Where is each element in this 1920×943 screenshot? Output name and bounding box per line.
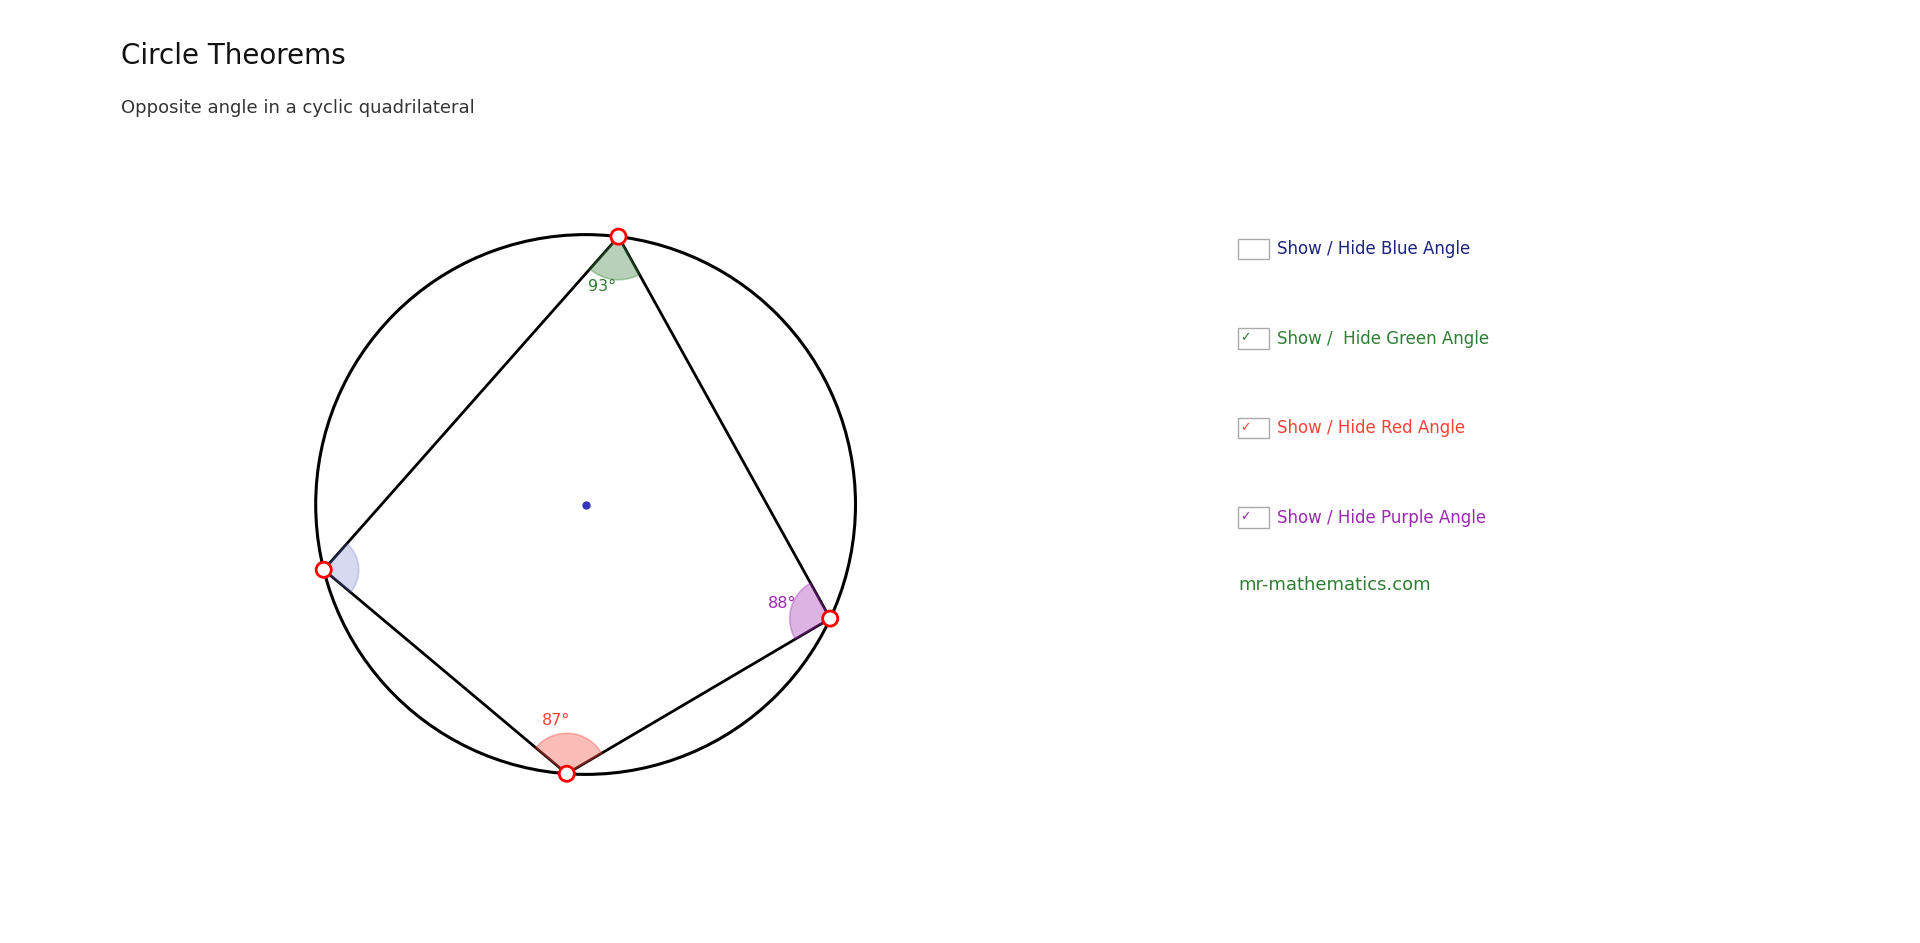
Text: Show / Hide Purple Angle: Show / Hide Purple Angle <box>1277 508 1486 527</box>
Text: ✓: ✓ <box>1240 421 1250 434</box>
Wedge shape <box>589 237 639 280</box>
Text: Show /  Hide Green Angle: Show / Hide Green Angle <box>1277 329 1488 348</box>
Text: ✓: ✓ <box>1240 510 1250 523</box>
Text: 88°: 88° <box>768 596 797 611</box>
Text: mr-mathematics.com: mr-mathematics.com <box>1238 575 1430 594</box>
Circle shape <box>822 611 837 626</box>
Circle shape <box>611 229 626 244</box>
Text: ✓: ✓ <box>1240 331 1250 344</box>
Text: 93°: 93° <box>588 278 616 293</box>
Circle shape <box>317 562 332 577</box>
Text: Circle Theorems: Circle Theorems <box>121 42 346 71</box>
Wedge shape <box>324 543 359 592</box>
Wedge shape <box>536 734 601 774</box>
Text: Opposite angle in a cyclic quadrilateral: Opposite angle in a cyclic quadrilateral <box>121 99 474 117</box>
Text: Show / Hide Red Angle: Show / Hide Red Angle <box>1277 419 1465 438</box>
Text: Show / Hide Blue Angle: Show / Hide Blue Angle <box>1277 240 1471 258</box>
Circle shape <box>559 766 574 782</box>
Text: 87°: 87° <box>541 713 570 728</box>
Wedge shape <box>789 583 829 639</box>
